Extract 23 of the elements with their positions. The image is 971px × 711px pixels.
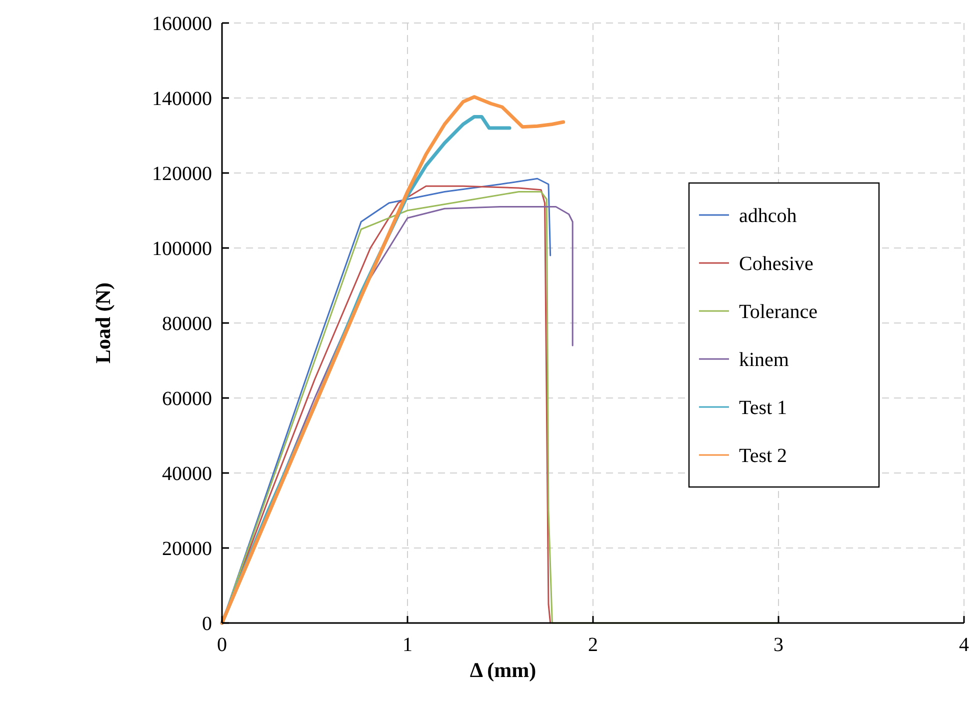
- y-tick-label: 100000: [152, 238, 212, 260]
- x-axis-title: Δ (mm): [470, 658, 536, 682]
- y-tick-label: 120000: [152, 163, 212, 185]
- y-tick-label: 140000: [152, 88, 212, 110]
- legend-label: adhcoh: [739, 205, 797, 227]
- legend-label: Cohesive: [739, 253, 814, 275]
- y-tick-label: 40000: [162, 463, 212, 485]
- y-tick-label: 80000: [162, 313, 212, 335]
- legend-label: Test 2: [739, 445, 788, 467]
- line-series: [220, 95, 566, 625]
- y-tick-label: 20000: [162, 538, 212, 560]
- legend-label: Tolerance: [739, 301, 818, 323]
- x-tick-label: 0: [217, 634, 227, 656]
- x-tick-label: 3: [774, 634, 784, 656]
- legend-label: Test 1: [739, 397, 788, 419]
- y-tick-label: 60000: [162, 388, 212, 410]
- legend-label: kinem: [739, 349, 790, 371]
- x-tick-label: 1: [402, 634, 412, 656]
- y-axis-title: Load (N): [91, 282, 115, 364]
- x-tick-label: 2: [588, 634, 598, 656]
- x-tick-label: 4: [959, 634, 969, 656]
- y-tick-label: 160000: [152, 13, 212, 35]
- y-tick-label: 0: [202, 613, 212, 635]
